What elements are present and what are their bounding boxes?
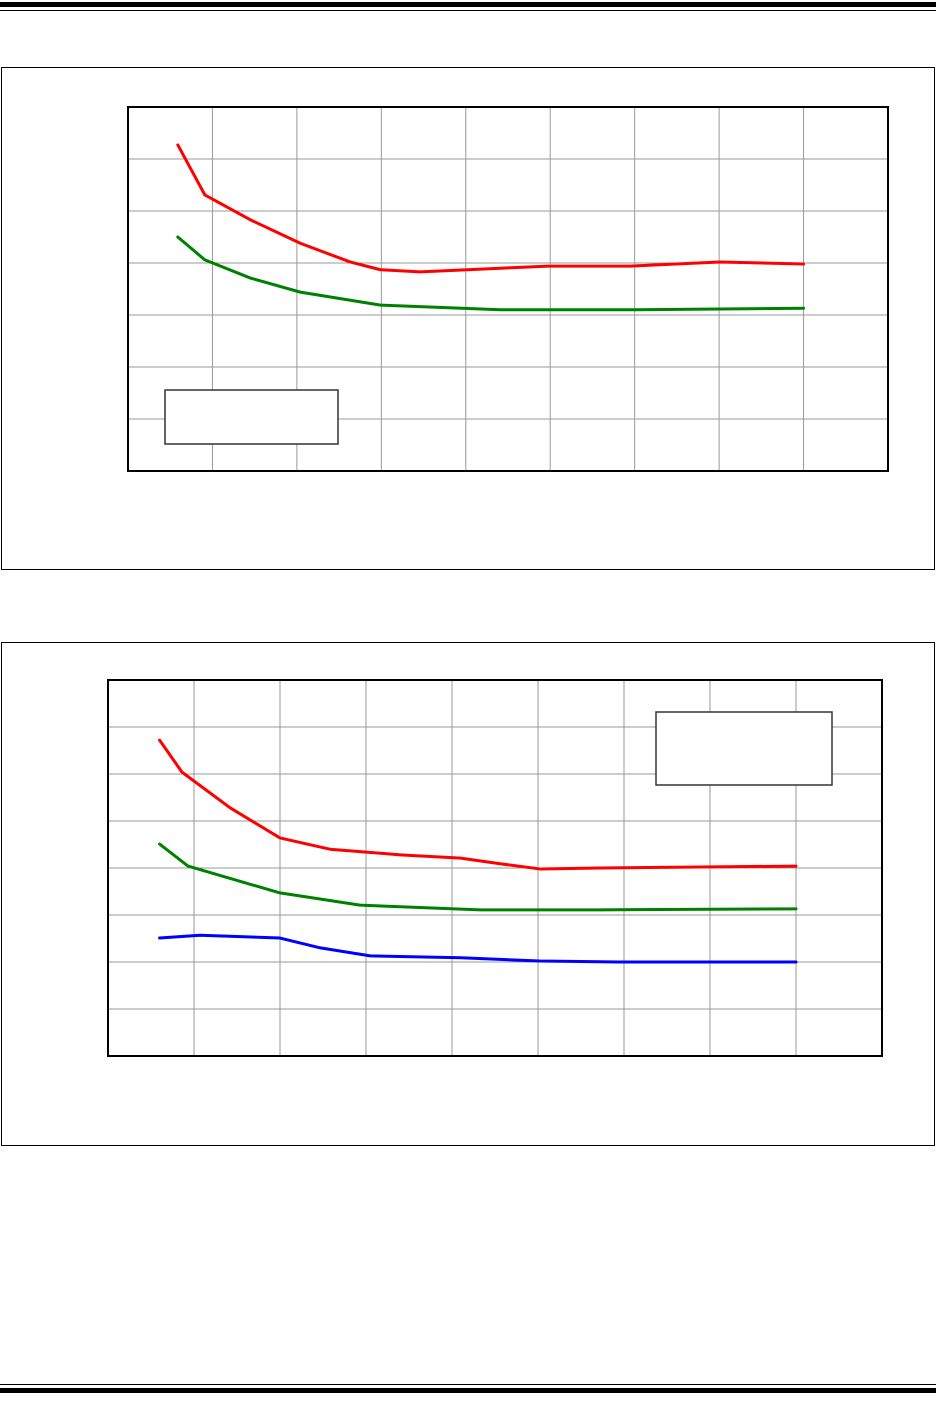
series-line-2: [158, 842, 798, 912]
footer-rule-thick: [0, 1388, 936, 1393]
series-line-1: [158, 738, 798, 871]
series-line-2: [176, 235, 806, 312]
header-rule-thin: [0, 10, 936, 11]
series-line-1: [176, 143, 806, 274]
legend-box: [164, 389, 339, 445]
legend-box: [655, 711, 833, 786]
header-rule-thick: [0, 2, 936, 7]
plot-area-border: [127, 106, 889, 472]
series-line-3: [158, 933, 798, 964]
figure-frame-2: [1, 642, 935, 1146]
figure-frame-1: [1, 67, 935, 570]
plot-area-border: [107, 679, 883, 1057]
footer-rule-thin: [0, 1384, 936, 1385]
